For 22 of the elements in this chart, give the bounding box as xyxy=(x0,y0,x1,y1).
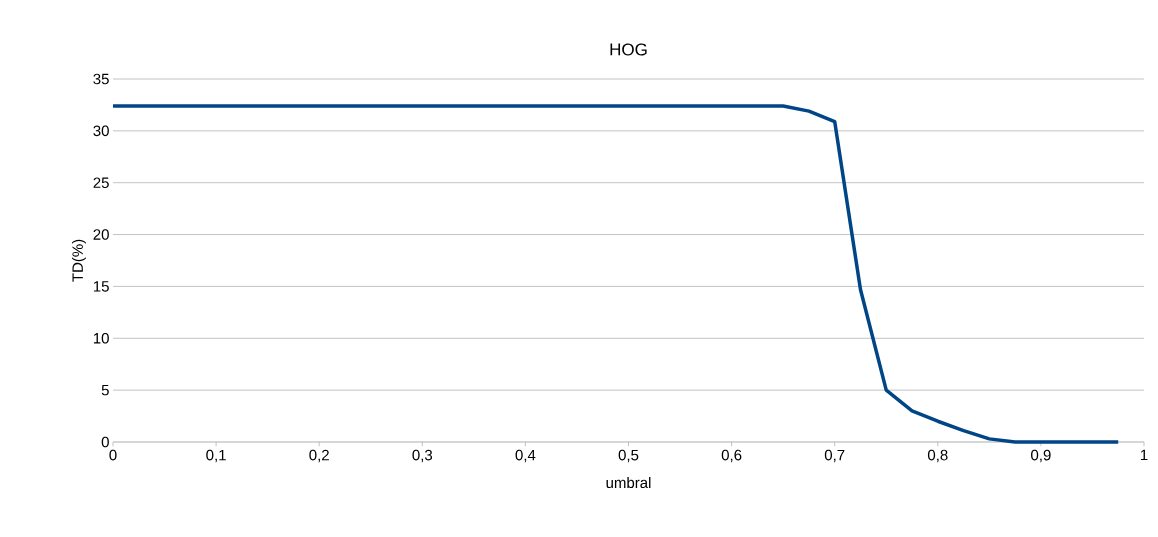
y-tick-label: 30 xyxy=(93,125,109,137)
x-tick-label: 0 xyxy=(109,449,117,461)
x-tick-label: 0,4 xyxy=(515,449,536,463)
x-tick-label: 0,1 xyxy=(206,449,226,463)
x-tick-label: 0,5 xyxy=(618,449,639,463)
x-tick-label: 0,6 xyxy=(721,449,742,463)
y-tick-label: 5 xyxy=(101,384,109,396)
x-tick-label: 1 xyxy=(1140,449,1148,461)
x-tick-label: 0,8 xyxy=(927,449,948,463)
x-tick-label: 0,9 xyxy=(1031,449,1051,463)
y-tick-label: 25 xyxy=(93,177,109,189)
x-axis-title: umbral xyxy=(606,477,651,489)
x-tick-label: 0,7 xyxy=(824,449,845,463)
y-tick-label: 0 xyxy=(101,436,109,448)
y-tick-label: 20 xyxy=(93,229,109,240)
y-tick-label: 15 xyxy=(93,281,109,292)
x-tick-label: 0,2 xyxy=(309,449,329,463)
y-axis-title: TD(%) xyxy=(71,239,86,282)
x-tick-label: 0,3 xyxy=(412,449,433,463)
y-tick-label: 35 xyxy=(93,73,109,85)
chart-title: HOG xyxy=(610,43,647,56)
y-tick-label: 10 xyxy=(93,332,109,344)
